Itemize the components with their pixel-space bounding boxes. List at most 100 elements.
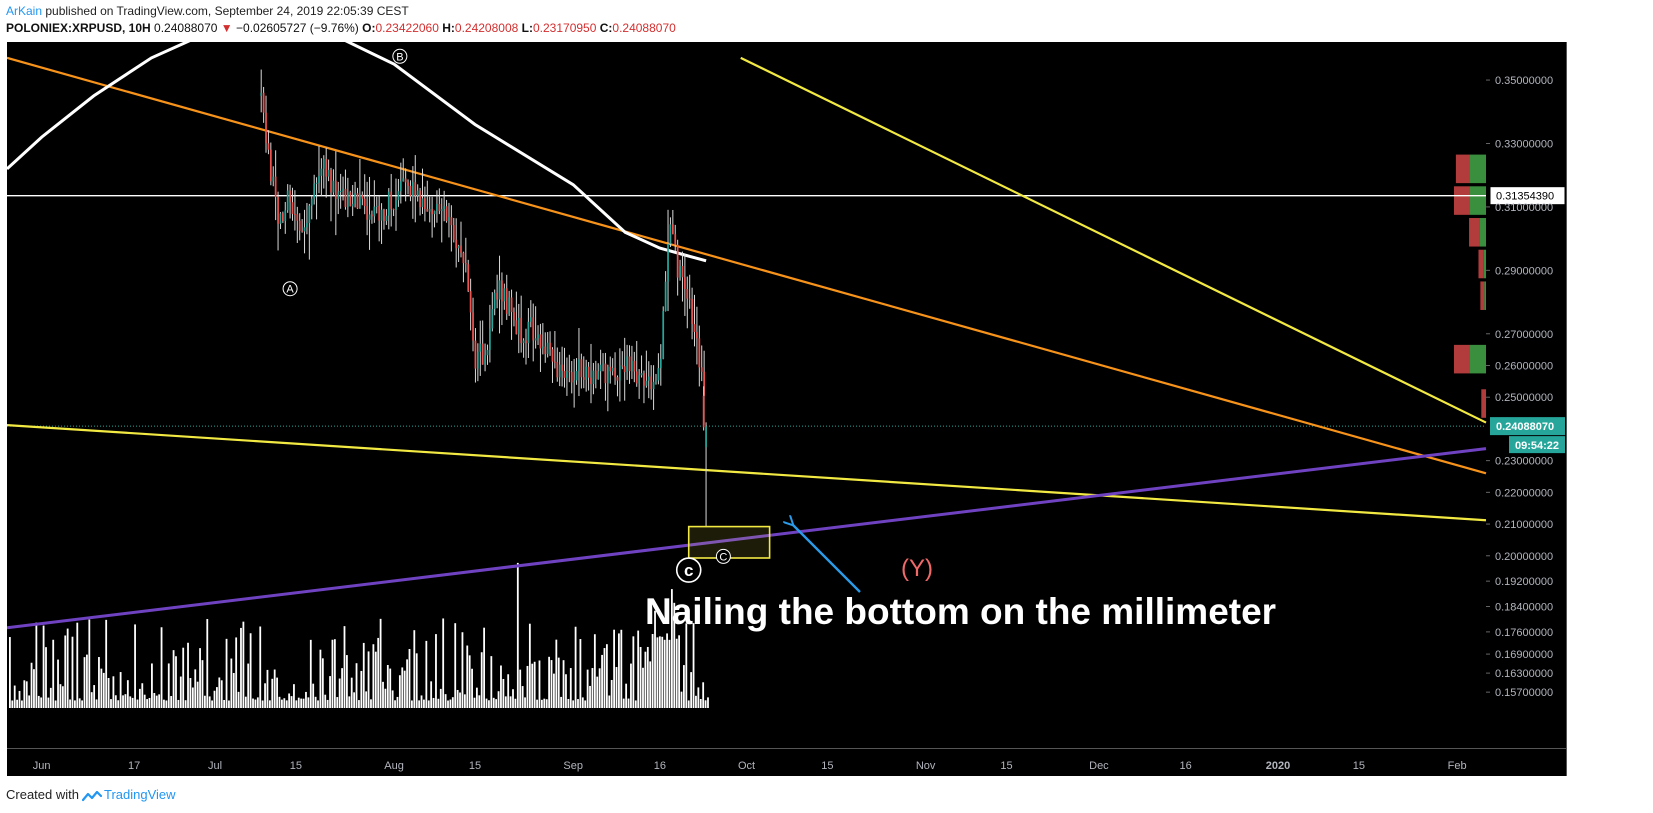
volume-bar (90, 692, 93, 708)
trendline-orange (7, 56, 1487, 475)
candle-body (433, 210, 436, 215)
volume-bar (35, 622, 38, 708)
volume-profile-down (1454, 186, 1470, 215)
volume-bar (473, 697, 476, 708)
volume-bar (321, 658, 324, 708)
candle-body (614, 367, 616, 378)
wave-label-circle (715, 548, 731, 564)
volume-bar (478, 695, 481, 708)
candle-body (310, 198, 313, 206)
candle-body (580, 359, 583, 378)
time-tick-label: 15 (1353, 760, 1365, 772)
volume-profile (1454, 154, 1486, 418)
candle-body (392, 209, 395, 211)
candle-body (402, 178, 405, 182)
volume-bar (423, 699, 425, 708)
candle-body (262, 92, 265, 113)
volume-bar (642, 667, 644, 708)
volume-bar (213, 690, 216, 708)
candle-body (464, 263, 467, 265)
volume-bar (66, 628, 69, 708)
candle-body (325, 158, 328, 177)
candle-body (517, 317, 520, 335)
volume-bar (591, 668, 594, 708)
candle-body (556, 362, 559, 378)
volume-bar (382, 681, 384, 708)
volume-bar (172, 650, 175, 708)
candle-body (525, 340, 527, 344)
volume-bar (129, 696, 132, 708)
candle-body (551, 349, 554, 362)
candle-body (602, 363, 604, 365)
candle-body (366, 206, 368, 220)
close-label: C: (599, 21, 613, 35)
candle-body (284, 210, 287, 222)
low-label: L: (521, 21, 533, 35)
volume-bar (690, 672, 693, 708)
volume-bar (341, 668, 343, 708)
volume-bar (480, 652, 483, 708)
price-axis[interactable]: 0.35000000 0.33000000 0.31000000 0.29000000… (1486, 75, 1553, 699)
volume-bar (25, 681, 28, 708)
volume-bar (331, 639, 334, 708)
tradingview-link[interactable]: TradingView (103, 787, 176, 802)
volume-bar (203, 695, 206, 708)
candle-body (520, 317, 523, 344)
volume-bar (704, 700, 707, 708)
candle-body (587, 366, 590, 378)
volume-bar (182, 647, 185, 708)
candle-body (467, 264, 470, 292)
volume-bar (531, 663, 534, 708)
candle-body (638, 375, 641, 384)
price-tick-label: 0.35000000 (1495, 75, 1553, 87)
volume-bar (194, 669, 197, 708)
volume-bar (73, 700, 76, 708)
candle-body (549, 342, 551, 350)
candle-body (575, 371, 578, 381)
volume-bar (206, 619, 209, 708)
author-link[interactable]: ArKain (6, 4, 43, 18)
candle-body (544, 346, 547, 354)
volume-bar (143, 694, 146, 708)
candle-body (510, 297, 513, 313)
volume-bar (396, 696, 399, 708)
candle-body (315, 182, 318, 184)
volume-bar (398, 675, 401, 708)
time-axis[interactable]: Jun 17 Jul 15 Aug 15 Sep 16 Oct 15 Nov 15 Dec 16 2020 1… (33, 760, 1467, 772)
volume-bar (160, 627, 163, 708)
candle-body (599, 364, 602, 372)
candle-body (537, 334, 539, 339)
candle-body (282, 213, 284, 222)
volume-bar (620, 629, 623, 708)
volume-bar (415, 653, 418, 708)
volume-bar (199, 648, 201, 708)
volume-bar (362, 642, 365, 708)
candle-body (407, 182, 409, 186)
time-tick-label: 16 (654, 760, 666, 772)
volume-bar (220, 680, 223, 708)
candle-body (532, 317, 535, 341)
volume-bar (71, 636, 74, 708)
candle-body (703, 371, 705, 396)
volume-bar (488, 700, 490, 708)
candle-body (647, 376, 650, 381)
volume-bar (281, 699, 283, 708)
volume-bar (526, 665, 529, 708)
volume-bar (112, 676, 115, 708)
candle-body (469, 291, 472, 313)
candle-body (652, 381, 655, 390)
candle-body (631, 360, 633, 372)
time-tick-label: Oct (738, 760, 755, 772)
countdown-text: 09:54:22 (1515, 440, 1559, 452)
candle-body (633, 360, 636, 372)
volume-bar (603, 648, 606, 708)
volume-bar (545, 699, 548, 708)
volume-bar (418, 700, 421, 708)
countdown-tag (1509, 436, 1565, 454)
volume-bar (649, 661, 652, 708)
candle-body (356, 193, 359, 209)
candle-body (455, 239, 458, 249)
volume-bar (439, 688, 442, 708)
volume-bar (42, 625, 45, 708)
